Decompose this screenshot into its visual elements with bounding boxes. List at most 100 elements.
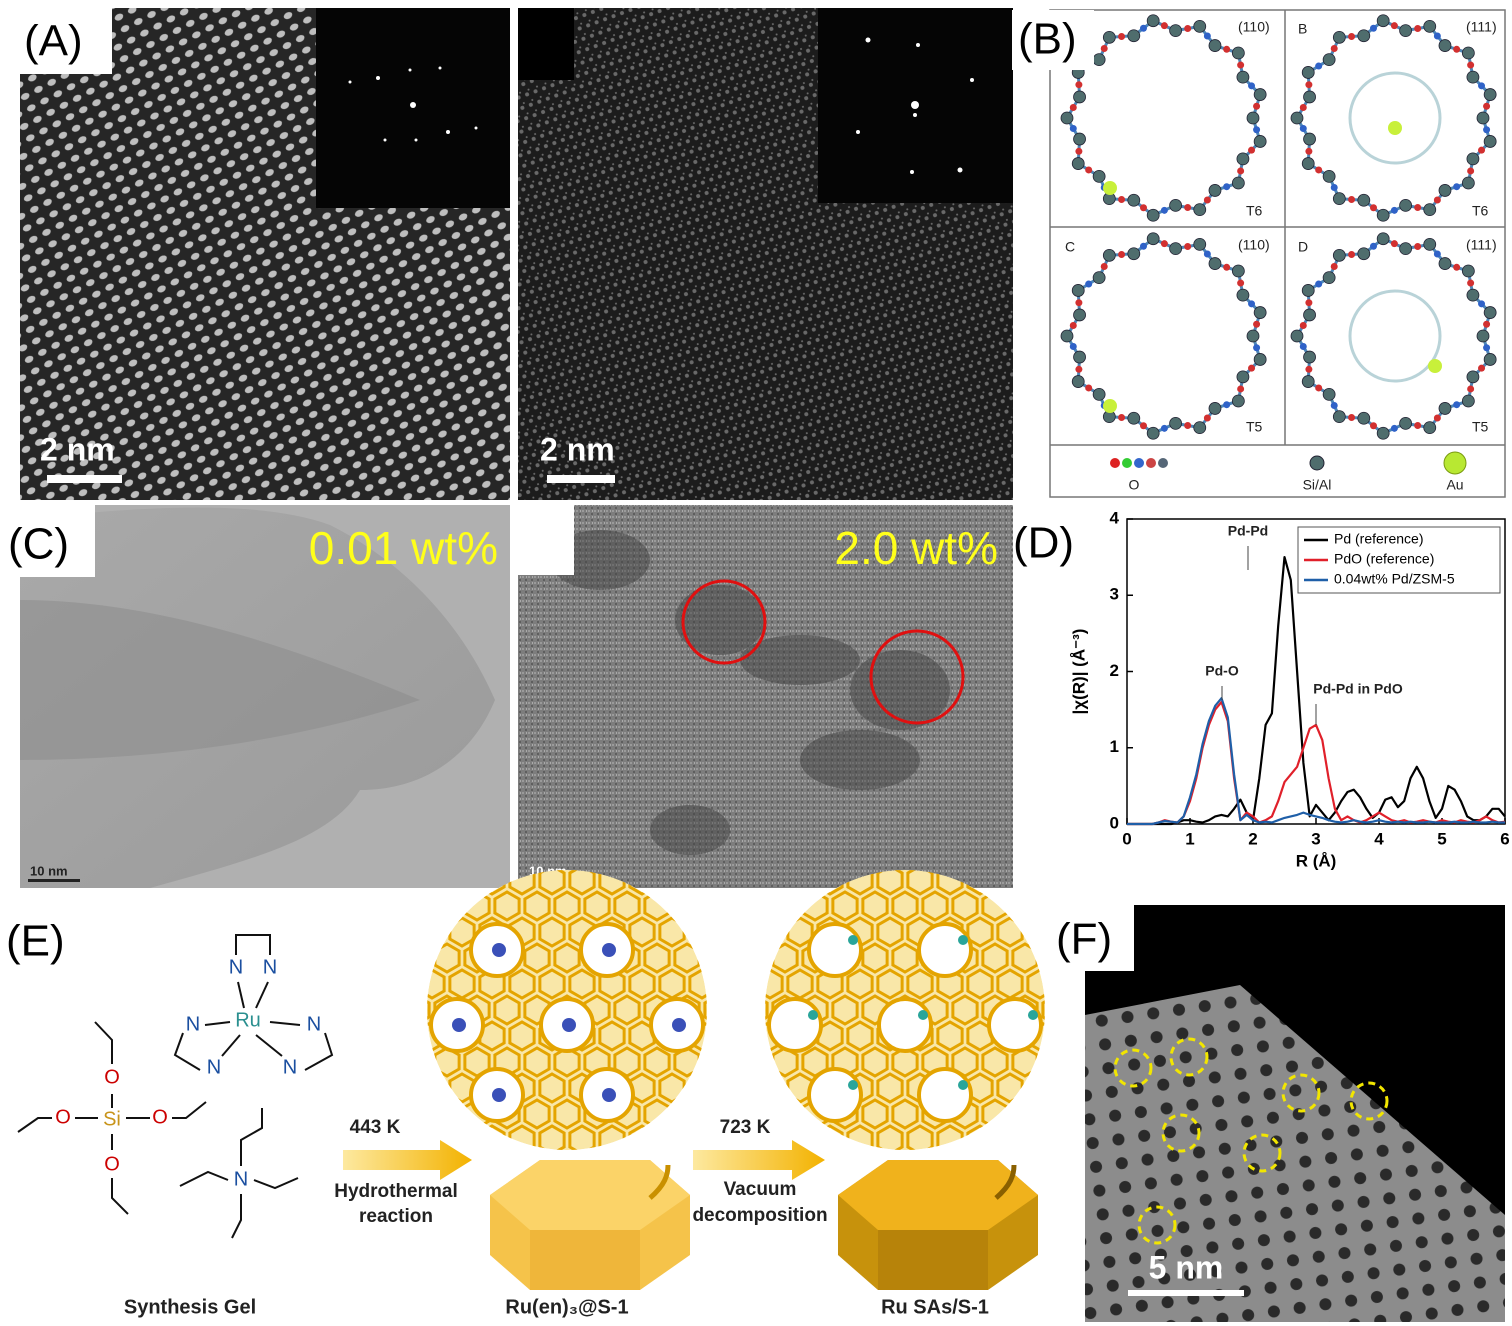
atom xyxy=(1303,90,1316,104)
atom xyxy=(1330,44,1338,52)
site: T6 xyxy=(1246,203,1263,219)
crystal xyxy=(838,1160,1038,1290)
ring xyxy=(427,1046,431,1078)
ring xyxy=(981,942,1009,974)
atom xyxy=(1348,413,1356,421)
atom xyxy=(1073,350,1086,364)
ring xyxy=(1041,994,1045,1026)
ring xyxy=(538,916,566,948)
ring xyxy=(628,916,656,948)
atom xyxy=(1390,22,1398,30)
ru-atom xyxy=(918,1010,928,1020)
atom: N xyxy=(234,1168,248,1190)
atom: Si xyxy=(103,1108,121,1130)
atom xyxy=(1160,22,1168,30)
atom xyxy=(1461,394,1475,408)
ring xyxy=(598,1020,626,1052)
ring xyxy=(553,1098,581,1130)
atom xyxy=(1075,81,1083,89)
ring xyxy=(523,1098,551,1130)
legend-label: 0.04wt% Pd/ZSM-5 xyxy=(1334,571,1455,587)
atom xyxy=(1169,242,1183,256)
atom xyxy=(1483,306,1497,319)
atom xyxy=(1476,111,1490,125)
step-process: decomposition xyxy=(692,1205,827,1226)
atom: N xyxy=(283,1056,297,1078)
ring xyxy=(553,890,581,922)
series-line xyxy=(1127,697,1505,826)
ring xyxy=(433,1098,461,1130)
scale-bar xyxy=(1128,1290,1244,1296)
atom xyxy=(1453,263,1461,271)
atom xyxy=(1092,271,1106,285)
pore xyxy=(987,997,1043,1053)
atom xyxy=(1139,422,1147,430)
y-tick-label: 0 xyxy=(1110,813,1119,832)
ring xyxy=(861,994,889,1026)
atom xyxy=(1248,300,1256,308)
atom xyxy=(1399,24,1413,38)
atom xyxy=(1253,126,1261,134)
atom xyxy=(1301,375,1315,388)
ring xyxy=(765,994,769,1026)
atom xyxy=(1184,25,1192,33)
atom xyxy=(1248,82,1256,90)
atom xyxy=(1305,147,1313,155)
atom xyxy=(1467,61,1475,69)
atom xyxy=(1146,426,1160,440)
label-bg xyxy=(20,8,112,74)
atom xyxy=(1184,203,1192,211)
atom xyxy=(1348,251,1356,259)
atom xyxy=(1376,14,1390,28)
atom xyxy=(1299,343,1307,351)
ring xyxy=(613,994,641,1026)
atom xyxy=(1139,204,1147,212)
ring xyxy=(1026,1124,1045,1150)
label-bg xyxy=(1012,10,1094,70)
atom xyxy=(1203,250,1211,258)
atom xyxy=(1253,88,1267,101)
atom xyxy=(1139,24,1147,32)
ring xyxy=(771,890,799,922)
atom xyxy=(1092,387,1106,401)
atom xyxy=(1438,257,1452,270)
ring xyxy=(765,968,784,1000)
atom xyxy=(1483,102,1491,110)
atom xyxy=(1146,208,1160,222)
ring xyxy=(765,916,784,948)
ring xyxy=(433,890,461,922)
atom xyxy=(1075,299,1083,307)
ring xyxy=(628,968,656,1000)
atom xyxy=(1085,384,1093,392)
atom xyxy=(1236,288,1250,302)
au-atom xyxy=(1388,121,1402,135)
ring xyxy=(568,1124,596,1150)
atom xyxy=(1303,350,1316,364)
ring xyxy=(966,968,994,1000)
ring xyxy=(876,968,904,1000)
ring xyxy=(427,994,431,1026)
atom xyxy=(1466,370,1480,384)
legend-label: O xyxy=(1129,477,1140,493)
atom xyxy=(1369,242,1377,250)
atom xyxy=(1438,39,1452,52)
atom xyxy=(1060,111,1074,125)
ring xyxy=(538,1124,566,1150)
inner-ring xyxy=(1348,71,1442,165)
ring xyxy=(996,1124,1024,1150)
atom xyxy=(1208,184,1222,197)
ring xyxy=(720,918,744,946)
x-tick-label: 6 xyxy=(1500,829,1509,848)
atom xyxy=(1102,248,1116,262)
ring xyxy=(846,968,874,1000)
atom xyxy=(1246,329,1260,343)
ring xyxy=(720,1074,744,1102)
ring xyxy=(831,994,859,1026)
atom xyxy=(1399,416,1413,430)
ring xyxy=(427,942,431,974)
ring xyxy=(523,890,551,922)
ring xyxy=(658,1072,686,1104)
inner-ring xyxy=(1348,289,1442,383)
atom xyxy=(1236,70,1250,84)
atom xyxy=(1423,19,1437,33)
